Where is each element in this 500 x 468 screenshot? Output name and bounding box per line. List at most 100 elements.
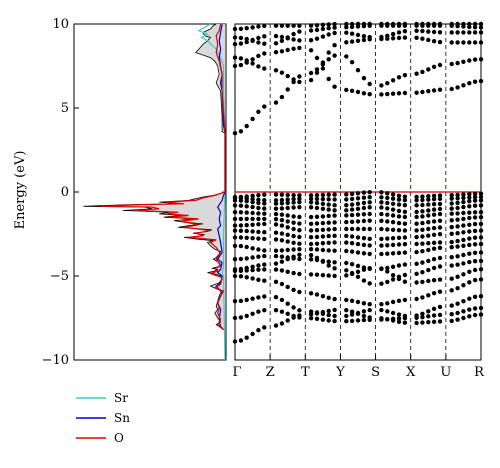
- legend-label: Sn: [114, 411, 130, 425]
- band-point: [361, 195, 367, 200]
- band-point: [332, 240, 337, 245]
- band-point: [455, 211, 460, 216]
- band-point: [256, 24, 261, 29]
- band-point: [379, 211, 384, 217]
- band-point: [449, 312, 454, 317]
- band-point: [455, 274, 460, 279]
- band-point: [402, 73, 408, 78]
- band-point: [467, 199, 472, 204]
- band-point: [244, 244, 249, 250]
- band-point: [285, 225, 290, 230]
- band-point: [437, 225, 443, 230]
- band-point: [402, 315, 408, 321]
- band-point: [379, 92, 384, 97]
- band-point: [385, 269, 390, 274]
- band-point: [367, 243, 372, 248]
- band-point: [426, 314, 431, 319]
- band-point: [332, 213, 337, 218]
- band-point: [279, 23, 285, 28]
- band-point: [238, 268, 244, 273]
- band-point: [291, 200, 296, 205]
- band-point: [232, 26, 238, 32]
- band-point: [461, 299, 466, 304]
- band-point: [279, 70, 285, 75]
- band-point: [385, 317, 390, 322]
- band-point: [256, 277, 261, 282]
- band-point: [431, 196, 437, 202]
- band-point: [291, 233, 296, 239]
- band-point: [344, 208, 349, 213]
- band-point: [431, 21, 437, 27]
- band-point: [361, 317, 367, 323]
- band-point: [344, 319, 349, 324]
- band-point: [461, 309, 466, 314]
- band-point: [244, 313, 249, 319]
- band-point: [396, 30, 402, 35]
- band-point: [461, 204, 466, 210]
- band-point: [367, 190, 372, 195]
- band-point: [367, 81, 372, 87]
- band-point: [262, 262, 267, 267]
- band-point: [291, 247, 296, 252]
- band-point: [279, 201, 285, 206]
- band-point: [250, 116, 255, 122]
- band-point: [279, 94, 285, 100]
- band-point: [449, 288, 454, 293]
- band-point: [279, 248, 285, 253]
- band-point: [355, 318, 361, 323]
- band-point: [414, 249, 419, 255]
- band-point: [232, 216, 238, 222]
- band-point: [250, 311, 255, 316]
- band-point: [402, 228, 408, 233]
- y-tick-label: −5: [50, 269, 69, 284]
- band-point: [250, 204, 255, 210]
- band-point: [320, 234, 326, 239]
- band-point: [379, 190, 384, 195]
- band-point: [279, 309, 285, 314]
- band-point: [431, 265, 437, 271]
- band-point: [285, 318, 290, 323]
- band-point: [232, 299, 238, 304]
- band-point: [414, 234, 419, 240]
- band-point: [367, 226, 372, 232]
- band-point: [332, 248, 337, 253]
- band-point: [449, 86, 454, 92]
- band-point: [262, 221, 267, 227]
- band-point: [256, 200, 261, 206]
- band-point: [396, 75, 402, 80]
- band-point: [244, 58, 249, 63]
- dos-fill-total: [83, 24, 226, 330]
- band-point: [472, 25, 478, 30]
- band-point: [361, 267, 367, 272]
- legend: Sr Sn O: [76, 391, 130, 445]
- band-point: [402, 272, 408, 278]
- band-point: [308, 70, 314, 76]
- y-tick-label: 5: [61, 101, 69, 116]
- band-point: [402, 35, 408, 40]
- band-point: [314, 247, 320, 252]
- band-point: [361, 76, 367, 81]
- band-point: [455, 244, 460, 249]
- band-point: [314, 272, 320, 277]
- band-point: [320, 259, 326, 264]
- band-point: [320, 196, 326, 202]
- band-point: [478, 267, 484, 272]
- band-point: [332, 84, 337, 89]
- band-point: [390, 273, 396, 278]
- band-point: [332, 30, 337, 36]
- band-point: [320, 60, 326, 65]
- band-point: [414, 280, 419, 285]
- band-point: [437, 30, 443, 35]
- band-point: [420, 234, 425, 239]
- band-point: [326, 76, 331, 82]
- band-point: [361, 226, 367, 232]
- band-point: [349, 21, 355, 27]
- band-point: [437, 211, 443, 217]
- band-point: [332, 318, 337, 324]
- band-point: [344, 273, 349, 278]
- band-point: [472, 21, 478, 27]
- band-point: [455, 30, 460, 35]
- band-point: [244, 210, 249, 215]
- band-point: [279, 217, 285, 223]
- band-point: [414, 315, 419, 320]
